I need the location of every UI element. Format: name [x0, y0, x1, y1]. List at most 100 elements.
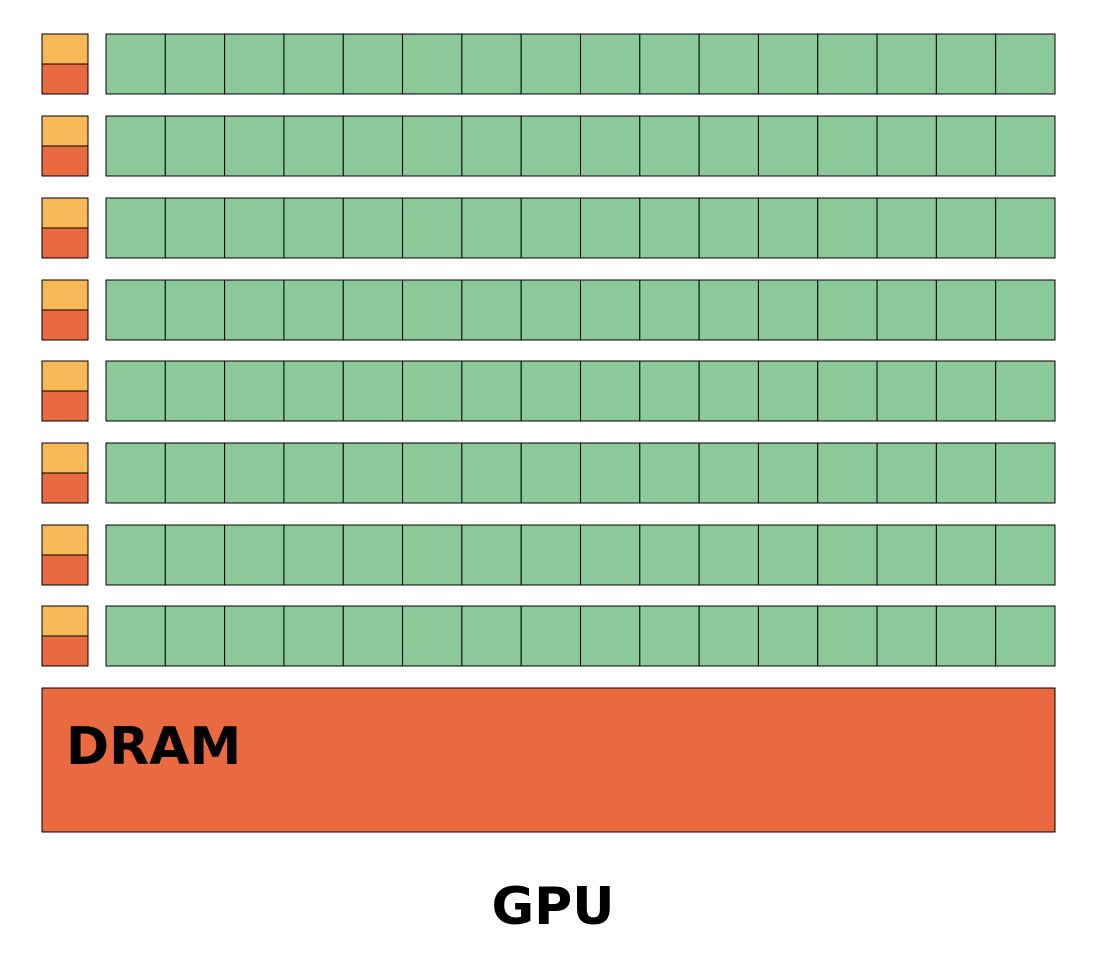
- core: [817, 197, 878, 259]
- core: [520, 442, 581, 504]
- core: [757, 33, 819, 95]
- core: [817, 524, 878, 586]
- core: [520, 279, 581, 341]
- core: [105, 360, 166, 422]
- core: [283, 524, 344, 586]
- core: [520, 115, 581, 177]
- cache-shared: [41, 390, 89, 422]
- core: [757, 442, 819, 504]
- sm-rows: [41, 33, 1056, 667]
- core: [698, 279, 759, 341]
- cache-l1: [41, 524, 89, 556]
- core: [935, 360, 997, 422]
- core: [757, 524, 819, 586]
- core: [995, 279, 1056, 341]
- core: [105, 33, 166, 95]
- core: [935, 33, 997, 95]
- core: [342, 360, 404, 422]
- core: [876, 442, 937, 504]
- cache-shared: [41, 63, 89, 95]
- core: [105, 279, 166, 341]
- core: [105, 442, 166, 504]
- core: [461, 33, 522, 95]
- core: [520, 197, 581, 259]
- core: [105, 524, 166, 586]
- core: [995, 197, 1056, 259]
- core: [757, 115, 819, 177]
- core: [876, 115, 937, 177]
- core: [224, 279, 285, 341]
- cache-shared: [41, 554, 89, 586]
- core: [935, 279, 997, 341]
- dram-label: DRAM: [66, 717, 241, 777]
- core: [817, 605, 878, 667]
- core: [520, 524, 581, 586]
- core: [402, 115, 463, 177]
- core: [817, 33, 878, 95]
- core: [876, 524, 937, 586]
- core: [164, 279, 226, 341]
- core: [164, 197, 226, 259]
- cache-l1: [41, 279, 89, 311]
- core: [402, 33, 463, 95]
- core: [402, 360, 463, 422]
- core: [224, 115, 285, 177]
- cache-l1: [41, 197, 89, 229]
- cache-shared: [41, 227, 89, 259]
- core: [520, 360, 581, 422]
- core: [402, 197, 463, 259]
- core: [342, 442, 404, 504]
- core: [935, 605, 997, 667]
- cache-l1: [41, 442, 89, 474]
- core: [164, 524, 226, 586]
- core: [342, 197, 404, 259]
- core: [698, 33, 759, 95]
- core: [876, 605, 937, 667]
- core: [757, 197, 819, 259]
- cache-shared: [41, 635, 89, 667]
- core: [224, 33, 285, 95]
- cache-l1: [41, 605, 89, 637]
- core: [224, 360, 285, 422]
- dram-block: [41, 687, 1056, 833]
- core: [580, 605, 641, 667]
- core: [639, 605, 700, 667]
- core: [461, 524, 522, 586]
- cache-l1: [41, 33, 89, 65]
- core: [520, 605, 581, 667]
- core: [283, 197, 344, 259]
- cache-shared: [41, 309, 89, 341]
- core: [402, 605, 463, 667]
- core: [639, 524, 700, 586]
- core: [164, 33, 226, 95]
- core: [639, 279, 700, 341]
- core: [461, 197, 522, 259]
- core: [757, 605, 819, 667]
- core: [520, 33, 581, 95]
- core: [580, 115, 641, 177]
- core: [283, 115, 344, 177]
- core: [342, 605, 404, 667]
- core: [639, 115, 700, 177]
- core: [580, 279, 641, 341]
- core: [342, 115, 404, 177]
- core: [580, 33, 641, 95]
- cache-l1: [41, 360, 89, 392]
- core: [105, 115, 166, 177]
- cache-shared: [41, 472, 89, 504]
- core: [224, 197, 285, 259]
- core: [639, 442, 700, 504]
- core: [639, 33, 700, 95]
- core: [817, 115, 878, 177]
- core: [224, 605, 285, 667]
- core: [461, 115, 522, 177]
- core: [698, 605, 759, 667]
- core: [817, 442, 878, 504]
- core: [876, 279, 937, 341]
- core: [283, 360, 344, 422]
- core: [105, 197, 166, 259]
- cache-shared: [41, 145, 89, 177]
- core: [580, 360, 641, 422]
